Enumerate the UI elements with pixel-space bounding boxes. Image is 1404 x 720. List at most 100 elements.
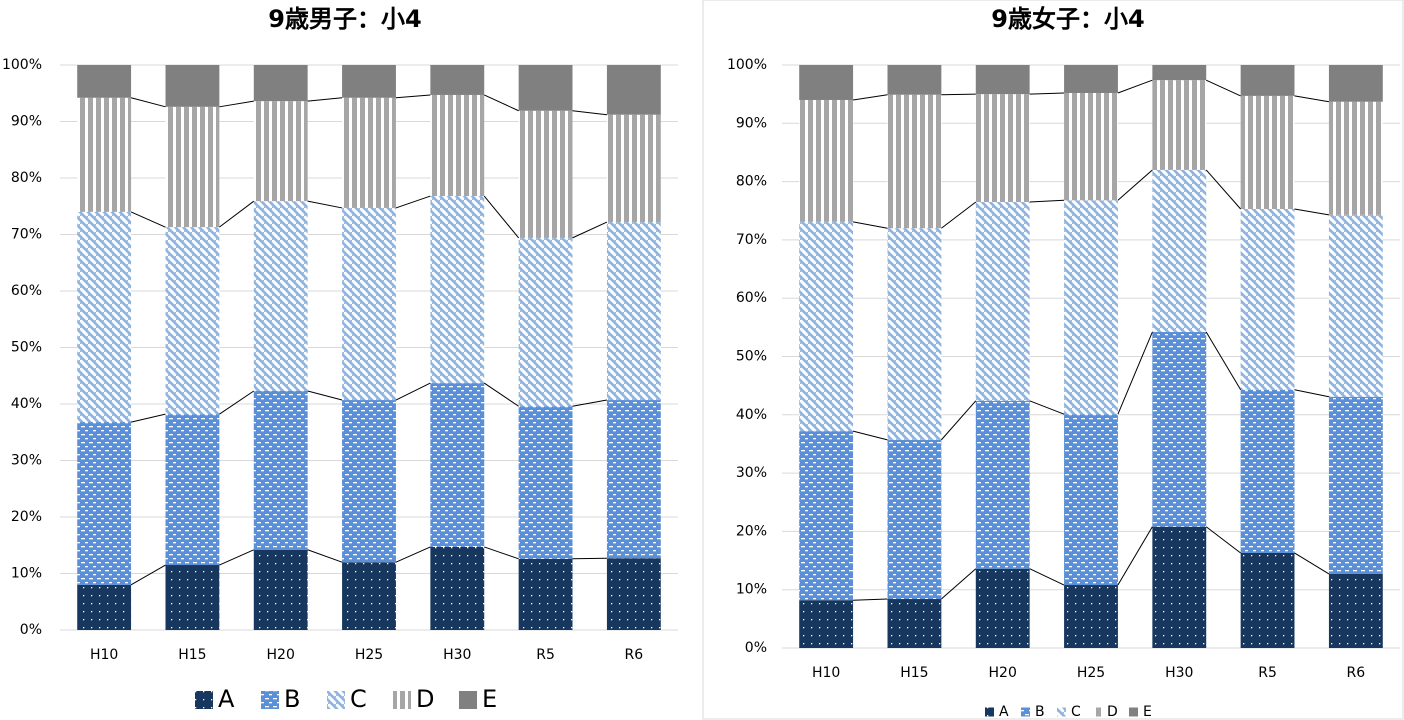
series-line: [941, 93, 976, 96]
bar-segment: [165, 414, 220, 566]
series-line: [395, 195, 431, 209]
series-line: [307, 549, 343, 563]
bar-segment: [606, 558, 661, 630]
chart-title: 9歳女子：小4: [991, 5, 1144, 33]
y-tick-label: 60%: [736, 290, 767, 306]
bar-segment: [975, 94, 1030, 203]
bar-segment: [518, 406, 573, 559]
series-line: [852, 430, 888, 441]
y-tick-label: 10%: [11, 566, 42, 582]
x-tick-label: H30: [443, 647, 471, 663]
bar-segment: [342, 97, 396, 208]
legend-swatch: [459, 691, 477, 709]
y-tick-label: 0%: [20, 622, 42, 638]
bar-segment: [799, 65, 854, 100]
y-tick-label: 90%: [11, 114, 42, 130]
y-tick-label: 30%: [11, 453, 42, 469]
x-tick-label: H15: [178, 647, 206, 663]
bar-segment: [1064, 585, 1118, 648]
bar-segment: [975, 202, 1030, 401]
legend-label: A: [999, 704, 1009, 720]
legend-swatch: [1021, 707, 1030, 717]
series-line: [1029, 400, 1065, 415]
series-line: [130, 564, 166, 586]
series-line: [572, 110, 607, 116]
bar-segment: [1152, 526, 1207, 648]
bar-segment: [253, 65, 308, 102]
legend-label: E: [1143, 704, 1152, 720]
chart-frame: [702, 0, 1404, 720]
bar-segment: [1240, 389, 1295, 553]
y-tick-label: 80%: [736, 174, 767, 190]
series-line: [130, 97, 166, 108]
bar-segment: [606, 114, 661, 223]
series-line: [1117, 526, 1153, 586]
bar-segment: [1152, 65, 1207, 81]
series-line: [572, 221, 608, 239]
chart-title: 9歳男子：小4: [268, 5, 421, 33]
bar-segment: [342, 400, 396, 563]
bar-segment: [1328, 396, 1383, 574]
x-tick-label: R5: [1258, 665, 1277, 681]
y-tick-label: 100%: [727, 57, 767, 73]
bar-segment: [975, 65, 1030, 95]
series-line: [1205, 169, 1242, 210]
y-tick-label: 80%: [11, 170, 42, 186]
series-line: [1294, 208, 1330, 216]
bar-segment: [887, 94, 942, 229]
series-line: [1294, 552, 1330, 575]
bar-segment: [887, 439, 942, 600]
bar-segment: [165, 65, 220, 107]
series-line: [941, 201, 977, 229]
bar-segment: [606, 400, 661, 559]
bar-segment: [253, 201, 308, 392]
series-line: [1029, 199, 1065, 203]
bar-segment: [430, 65, 485, 95]
series-line: [1117, 79, 1153, 94]
y-tick-label: 20%: [736, 523, 767, 539]
bar-segment: [1328, 101, 1383, 215]
bar-segment: [77, 211, 132, 423]
y-tick-label: 100%: [2, 57, 42, 73]
bar-segment: [1152, 332, 1207, 527]
bar-segment: [430, 94, 485, 197]
y-tick-label: 60%: [11, 283, 42, 299]
y-tick-label: 70%: [11, 227, 42, 243]
x-tick-label: H25: [1077, 665, 1105, 681]
bar-segment: [1064, 200, 1118, 415]
bar-segment: [887, 599, 942, 648]
bar-segment: [1328, 65, 1383, 102]
bar-segment: [1064, 92, 1118, 201]
bar-segment: [518, 65, 573, 111]
series-line: [483, 382, 519, 407]
y-tick-label: 0%: [745, 640, 767, 656]
series-line: [572, 557, 607, 560]
series-line: [307, 390, 343, 401]
series-line: [1294, 389, 1330, 398]
bar-segment: [1064, 414, 1118, 586]
x-tick-label: H25: [355, 647, 383, 663]
legend-swatch: [1057, 707, 1066, 717]
legend-label: B: [284, 685, 300, 713]
series-line: [219, 549, 254, 566]
bar-segment: [1240, 65, 1295, 96]
bar-segment: [799, 221, 854, 432]
bar-segment: [430, 196, 485, 384]
bar-segment: [1328, 214, 1383, 397]
x-tick-label: R6: [1347, 665, 1366, 681]
series-line: [484, 94, 519, 112]
series-line: [853, 598, 888, 601]
bar-segment: [77, 422, 132, 585]
x-tick-label: H20: [267, 647, 295, 663]
series-line: [219, 200, 255, 228]
bar-segment: [165, 106, 220, 228]
x-tick-label: R6: [625, 647, 644, 663]
series-line: [483, 195, 520, 239]
bar-segment: [887, 65, 942, 95]
series-line: [130, 413, 166, 423]
legend-label: C: [1071, 704, 1081, 720]
series-line: [1029, 568, 1065, 586]
bar-segment: [1152, 80, 1207, 170]
y-tick-label: 40%: [11, 396, 42, 412]
